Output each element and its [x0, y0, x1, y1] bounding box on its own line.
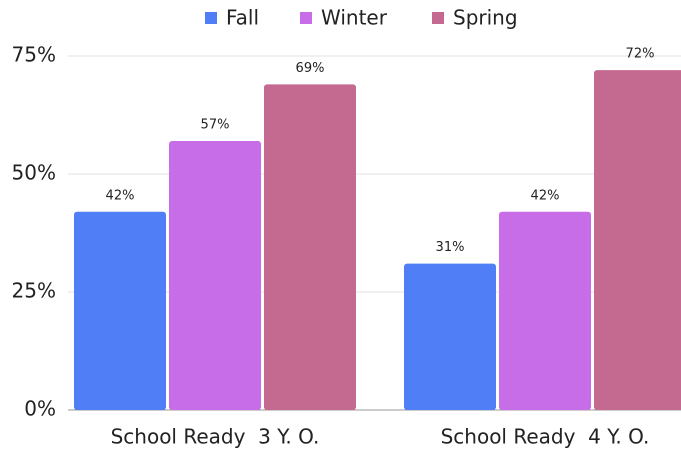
legend-label: Spring: [453, 6, 518, 30]
x-tick-label: School Ready 4 Y. O.: [441, 425, 650, 449]
y-tick-label: 50%: [12, 161, 56, 185]
legend-swatch: [300, 12, 312, 24]
legend-swatch: [205, 12, 217, 24]
bar: [594, 70, 681, 410]
legend-swatch: [432, 12, 444, 24]
bar: [404, 263, 496, 410]
bar: [74, 211, 166, 410]
value-label: 42%: [106, 188, 135, 203]
bar: [499, 211, 591, 410]
value-label: 72%: [626, 47, 655, 62]
value-label: 69%: [296, 61, 325, 76]
x-tick-label: School Ready 3 Y. O.: [111, 425, 320, 449]
value-label: 31%: [436, 240, 465, 255]
y-tick-label: 0%: [24, 397, 56, 421]
value-label: 42%: [531, 188, 560, 203]
bar: [264, 84, 356, 410]
legend-label: Fall: [226, 6, 259, 30]
bar: [169, 140, 261, 410]
y-tick-label: 25%: [12, 279, 56, 303]
value-label: 57%: [201, 117, 230, 132]
y-tick-label: 75%: [12, 43, 56, 67]
legend-label: Winter: [321, 6, 388, 30]
